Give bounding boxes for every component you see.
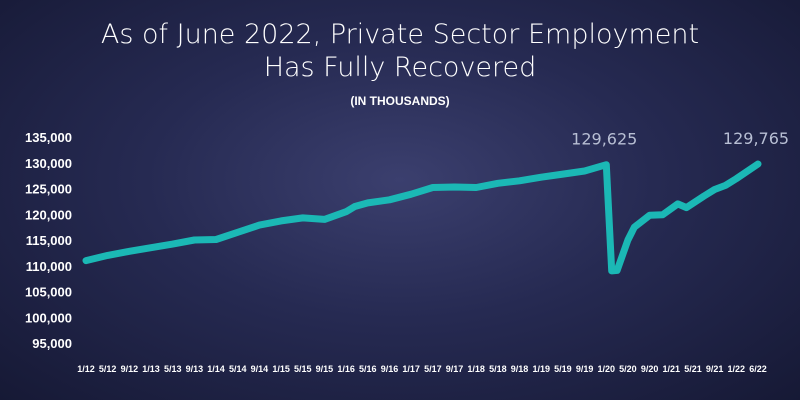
x-tick-label: 9/13 xyxy=(186,364,204,374)
series-group xyxy=(82,160,762,275)
y-tick-label: 130,000 xyxy=(25,156,72,171)
x-tick-label: 9/15 xyxy=(316,364,334,374)
x-tick-label: 5/15 xyxy=(294,364,312,374)
x-tick-label: 5/19 xyxy=(554,364,572,374)
chart-title-line-1: As of June 2022, Private Sector Employme… xyxy=(100,19,700,50)
y-tick-label: 100,000 xyxy=(25,310,72,325)
chart-subtitle: (IN THOUSANDS) xyxy=(350,94,450,108)
x-tick-label: 5/16 xyxy=(359,364,377,374)
data-label: 129,765 xyxy=(723,129,789,148)
x-tick-label: 1/14 xyxy=(207,364,225,374)
x-tick-label: 1/20 xyxy=(597,364,615,374)
x-tick-label: 9/21 xyxy=(706,364,724,374)
y-axis: 95,000 100,000 105,000 110,000 115,000 120,00… xyxy=(25,130,72,351)
series-line xyxy=(82,160,762,275)
x-tick-label: 9/12 xyxy=(121,364,139,374)
x-tick-label: 1/12 xyxy=(77,364,95,374)
x-tick-label: 1/18 xyxy=(467,364,485,374)
x-tick-label: 9/16 xyxy=(381,364,399,374)
y-tick-label: 120,000 xyxy=(25,207,72,222)
y-tick-label: 105,000 xyxy=(25,285,72,300)
data-label: 129,625 xyxy=(571,130,637,149)
x-tick-label: 1/13 xyxy=(142,364,160,374)
chart-title-line-2: Has Fully Recovered xyxy=(263,52,537,83)
x-tick-label: 5/21 xyxy=(684,364,702,374)
y-tick-label: 110,000 xyxy=(26,259,72,274)
x-tick-label: 6/22 xyxy=(749,364,767,374)
x-tick-label: 9/19 xyxy=(576,364,594,374)
x-tick-label: 5/12 xyxy=(99,364,117,374)
x-tick-label: 5/17 xyxy=(424,364,442,374)
x-tick-label: 9/17 xyxy=(446,364,464,374)
x-tick-label: 5/13 xyxy=(164,364,182,374)
annotations-group: 129,625 129,765 xyxy=(571,129,789,149)
x-tick-label: 9/14 xyxy=(251,364,269,374)
y-tick-label: 125,000 xyxy=(25,182,72,197)
x-tick-label: 5/18 xyxy=(489,364,507,374)
x-tick-label: 1/19 xyxy=(532,364,550,374)
y-tick-label: 115,000 xyxy=(26,233,72,248)
y-tick-label: 135,000 xyxy=(25,130,72,145)
y-tick-label: 95,000 xyxy=(32,336,72,351)
x-tick-label: 5/20 xyxy=(619,364,637,374)
x-tick-label: 1/22 xyxy=(728,364,746,374)
chart-title: As of June 2022, Private Sector Employme… xyxy=(0,18,800,84)
x-tick-label: 1/21 xyxy=(663,364,681,374)
x-tick-label: 1/17 xyxy=(402,364,420,374)
x-tick-label: 1/16 xyxy=(337,364,355,374)
x-tick-label: 9/20 xyxy=(641,364,659,374)
x-tick-label: 1/15 xyxy=(272,364,290,374)
x-tick-label: 5/14 xyxy=(229,364,247,374)
x-tick-label: 9/18 xyxy=(511,364,529,374)
x-axis: 1/12 5/12 9/12 1/13 5/13 9/13 1/14 5/14 9/14 1/15… xyxy=(77,364,767,374)
